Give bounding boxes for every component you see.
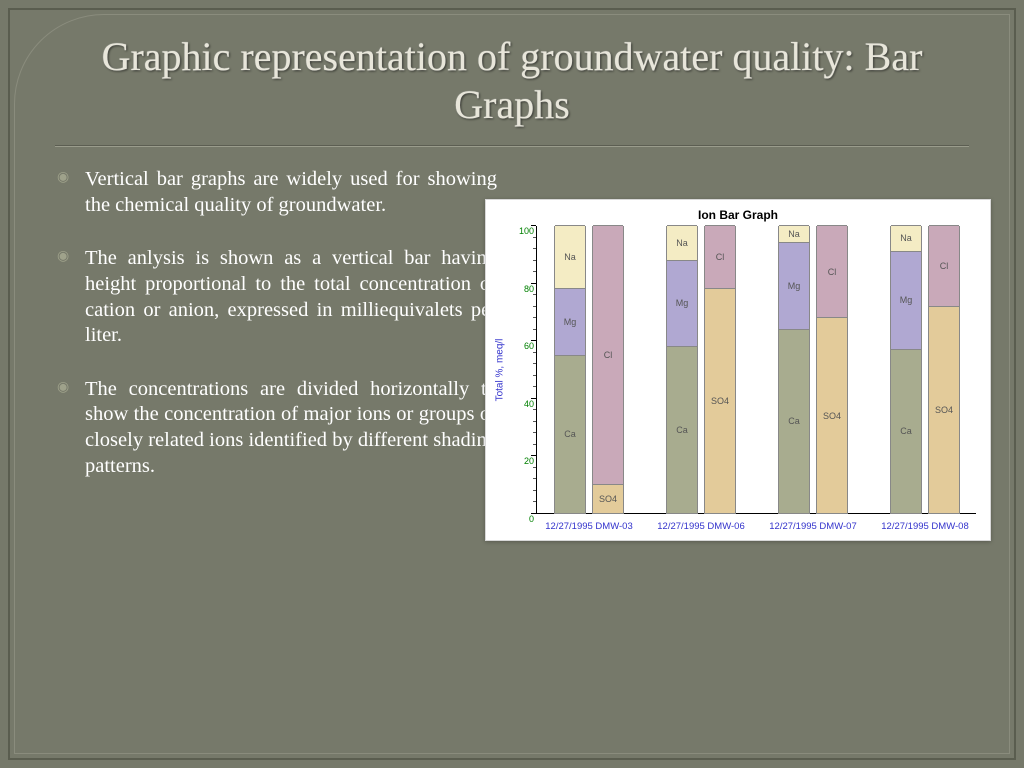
ion-bar-chart: Ion Bar Graph Total %, meq/l 0 20 40 60 80 10… — [485, 199, 991, 541]
anion-bar: SO4Cl — [704, 226, 736, 514]
anion-bar: SO4Cl — [928, 226, 960, 514]
bar-segment-ca: Ca — [891, 349, 921, 513]
bullet-item: The concentrations are divided horizonta… — [57, 377, 497, 480]
cation-bar: CaMgNa — [890, 226, 922, 514]
bar-segment-mg: Mg — [555, 288, 585, 354]
cation-bar: CaMgNa — [778, 226, 810, 514]
x-axis-label: 12/27/1995 DMW-03 — [545, 521, 633, 532]
bar-segment-na: Na — [555, 225, 585, 288]
bar-segment-na: Na — [667, 225, 697, 260]
bullet-list: Vertical bar graphs are widely used for … — [57, 167, 497, 507]
x-axis-label: 12/27/1995 DMW-08 — [881, 521, 969, 532]
ytick-label: 40 — [510, 399, 534, 409]
cation-bar: CaMgNa — [666, 226, 698, 514]
ytick-label: 60 — [510, 341, 534, 351]
bar-segment-cl: Cl — [817, 225, 847, 317]
chart-title: Ion Bar Graph — [486, 200, 990, 222]
bar-segment-ca: Ca — [555, 355, 585, 513]
bar-segment-na: Na — [891, 225, 921, 251]
x-axis-label: 12/27/1995 DMW-07 — [769, 521, 857, 532]
anion-bar: SO4Cl — [592, 226, 624, 514]
bar-segment-ca: Ca — [779, 329, 809, 513]
ytick-label: 100 — [510, 226, 534, 236]
bullet-item: Vertical bar graphs are widely used for … — [57, 167, 497, 218]
plot-area: 020406080100CaMgNaSO4Cl12/27/1995 DMW-03… — [536, 226, 976, 514]
x-axis-label: 12/27/1995 DMW-06 — [657, 521, 745, 532]
ytick-label: 0 — [510, 514, 534, 524]
ytick-label: 80 — [510, 284, 534, 294]
bar-segment-so4: SO4 — [929, 306, 959, 513]
bar-segment-mg: Mg — [779, 242, 809, 328]
ytick-label: 20 — [510, 456, 534, 466]
slide-frame: Graphic representation of groundwater qu… — [14, 14, 1010, 754]
bar-segment-mg: Mg — [891, 251, 921, 349]
bar-segment-mg: Mg — [667, 260, 697, 346]
cation-bar: CaMgNa — [554, 226, 586, 514]
bar-segment-cl: Cl — [929, 225, 959, 306]
bar-segment-so4: SO4 — [817, 317, 847, 513]
bar-segment-ca: Ca — [667, 346, 697, 513]
bullet-item: The anlysis is shown as a vertical bar h… — [57, 246, 497, 349]
slide-title: Graphic representation of groundwater qu… — [15, 15, 1009, 139]
bar-segment-so4: SO4 — [593, 484, 623, 513]
bar-segment-na: Na — [779, 225, 809, 242]
bar-segment-cl: Cl — [593, 225, 623, 484]
content-area: Vertical bar graphs are widely used for … — [15, 147, 1009, 527]
y-axis-label: Total %, meq/l — [495, 320, 506, 420]
bar-segment-cl: Cl — [705, 225, 735, 288]
bar-segment-so4: SO4 — [705, 288, 735, 513]
anion-bar: SO4Cl — [816, 226, 848, 514]
